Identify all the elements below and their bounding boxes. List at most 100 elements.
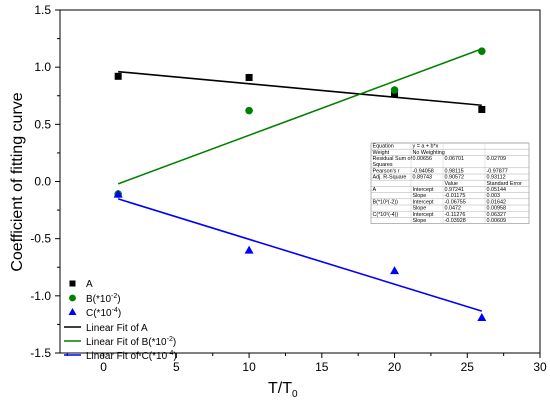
point-b [245, 106, 253, 115]
legend-label-b-tail: ) [117, 294, 120, 305]
stats-cell: Slope [413, 193, 427, 199]
stats-cell: B(*10²(-2)) [373, 199, 399, 205]
x-axis-title: T/T0 [268, 380, 298, 400]
stats-cell: C(*10²(-4)) [373, 212, 399, 218]
stats-cell: -0.11276 [445, 212, 466, 218]
stats-box [370, 142, 530, 224]
legend-label-fit-b-main: Linear Fit of B(*10 [86, 337, 167, 348]
legend-label-b: B(*10-2) [86, 293, 121, 305]
stats-cell: Pearson's r [373, 168, 400, 174]
y-tick-label: 0.5 [34, 117, 51, 131]
stats-cell: Equation [373, 144, 394, 150]
y-tick-label: -1.0 [30, 289, 51, 303]
y-tick-label: 1.5 [34, 3, 51, 17]
stats-cell: -0.01175 [445, 193, 466, 199]
stats-cell: 0.01642 [487, 199, 507, 205]
stats-cell: 0.02709 [487, 156, 507, 162]
stats-cell: A [373, 187, 377, 193]
stats-cell: No Weighting [413, 150, 445, 156]
legend: A B(*10-2) C(*10-4) Linear Fit of A Line… [64, 279, 177, 362]
stats-cell: Value [445, 181, 458, 187]
stats-cell: y = a + b*x [413, 144, 439, 150]
legend-label-b-sup: -2 [111, 293, 117, 300]
stats-cell: -0.03928 [445, 218, 466, 224]
stats-cell: 0.00958 [487, 206, 507, 212]
point-c [477, 313, 487, 322]
legend-label-fit-b-sup: -2 [167, 336, 173, 343]
legend-label-fit-b: Linear Fit of B(*10-2) [86, 336, 176, 348]
x-axis-title-subscript: 0 [292, 389, 298, 400]
stats-cell: 0.93112 [487, 175, 506, 181]
legend-label-fit-c-main: Linear Fit of C(*10 [86, 351, 168, 362]
fit-stats-table: Equation y = a + b*x Weight No WeightingRes… [370, 142, 530, 224]
legend-marker-b [69, 294, 76, 302]
stats-cell: -0.97877 [487, 168, 508, 174]
fit-line-c [117, 198, 483, 312]
stats-cell: -0.94058 [413, 168, 434, 174]
point-a [114, 72, 122, 80]
point-a [478, 105, 486, 113]
stats-cell: Squares [373, 162, 393, 168]
stats-cell: 0.89743 [413, 175, 433, 181]
legend-label-c-main: C(*10 [86, 308, 112, 319]
x-tick-label: 30 [533, 360, 547, 374]
point-c [244, 245, 254, 254]
stats-cell: -0.06755 [445, 199, 466, 205]
stats-cell: Adj. R-Square [373, 175, 407, 181]
x-tick-label: 0 [100, 360, 107, 374]
legend-marker-c [68, 308, 77, 315]
x-tick-label: 20 [388, 360, 402, 374]
legend-label-fit-a: Linear Fit of A [86, 323, 148, 334]
legend-label-fit-b-tail: ) [173, 337, 176, 348]
stats-cell: 0.06701 [445, 156, 465, 162]
stats-cell: Residual Sum of [373, 156, 413, 162]
point-c [113, 189, 123, 198]
stats-cell: Intercept [413, 199, 434, 205]
legend-label-c: C(*10-4) [86, 307, 121, 319]
legend-label-c-tail: ) [118, 308, 121, 319]
legend-label-fit-c: Linear Fit of C(*10-4) [86, 350, 177, 362]
stats-cell: 0.98115 [445, 168, 464, 174]
legend-label-fit-c-tail: ) [173, 351, 176, 362]
y-tick-label: 0.0 [34, 175, 51, 189]
stats-cell: Intercept [413, 187, 434, 193]
x-tick-label: 15 [315, 360, 329, 374]
x-tick-label: 5 [173, 360, 180, 374]
stats-cell: 0.0472 [445, 206, 462, 212]
stats-cell: 0.00609 [487, 218, 507, 224]
point-a [245, 73, 253, 81]
stats-cell: Weight [373, 150, 390, 156]
x-tick-label: 10 [242, 360, 256, 374]
stats-cell: Intercept [413, 212, 434, 218]
point-c [390, 266, 400, 275]
stats-cell: 0.06327 [487, 212, 507, 218]
legend-label-c-sup: -4 [112, 307, 118, 314]
legend-marker-a [69, 280, 76, 287]
fit-line-a [118, 70, 482, 107]
stats-cell: 0.97241 [445, 187, 465, 193]
y-axis-title: Coefficient of fitting curve [9, 92, 26, 271]
y-tick-label: -0.5 [30, 232, 51, 246]
stats-cell: Slope [413, 218, 427, 224]
x-axis: 0 5 10 15 20 25 30 [66, 353, 547, 374]
y-tick-label: 1.0 [34, 60, 51, 74]
stats-cell: Slope [413, 206, 427, 212]
y-axis: -1.5 -1.0 -0.5 0.0 0.5 1.0 1.5 [30, 3, 60, 360]
legend-label-fit-c-sup: -4 [167, 350, 173, 357]
legend-label-a: A [86, 279, 93, 290]
point-b [390, 86, 399, 94]
stats-cell: 0.05144 [487, 187, 507, 193]
stats-cell: 0.90572 [445, 175, 465, 181]
stats-cell: 0.00656 [413, 156, 433, 162]
legend-label-b-main: B(*10 [86, 294, 111, 305]
stats-cell: 0.003 [487, 193, 501, 199]
y-tick-label: -1.5 [30, 346, 51, 360]
fit-line-b [117, 48, 483, 185]
x-axis-title-main: T/T [268, 380, 292, 397]
data-markers [113, 47, 487, 322]
stats-cell: Standard Error [487, 181, 523, 187]
point-b [478, 47, 486, 55]
x-tick-label: 25 [461, 360, 475, 374]
fit-lines [117, 48, 483, 312]
